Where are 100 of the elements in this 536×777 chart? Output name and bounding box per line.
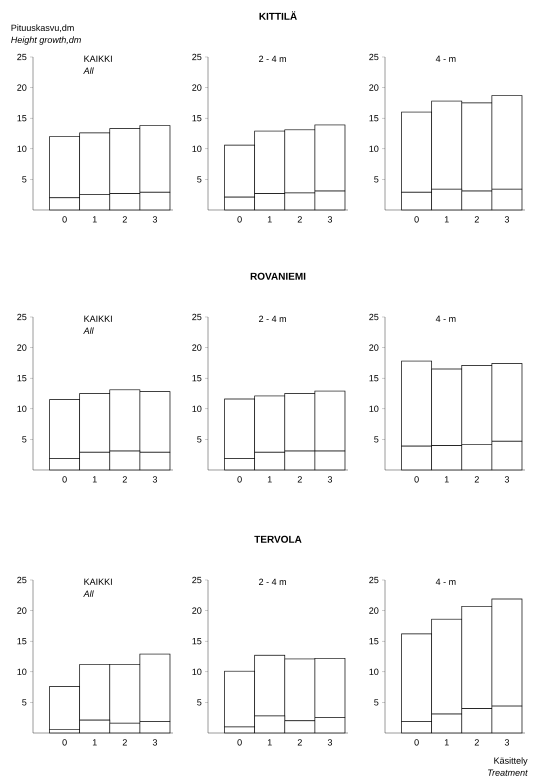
- annotation: KAIKKI: [84, 316, 112, 322]
- y-tick-label: 20: [192, 607, 202, 614]
- x-tick-label: 2: [122, 216, 127, 222]
- chart-title: ROVANIEMI: [250, 272, 306, 280]
- x-axis-title: Käsittely: [494, 757, 528, 766]
- y-tick-label: 15: [192, 375, 202, 382]
- text: Height growth,dm: [11, 36, 81, 45]
- y-tick-label: 5: [374, 436, 378, 443]
- annotation: 2 - 4 m: [259, 56, 286, 62]
- annotation: All: [83, 327, 94, 334]
- annotation: 2 - 4 m: [259, 578, 286, 585]
- x-tick-label: 2: [122, 476, 127, 482]
- x-tick-label: 2: [298, 476, 302, 482]
- y-tick-label: 10: [17, 406, 26, 412]
- y-tick-label: 10: [369, 146, 378, 152]
- y-tick-label: 10: [17, 146, 26, 152]
- y-tick-label: 5: [22, 176, 26, 183]
- y-tick-label: 20: [369, 84, 378, 91]
- y-tick-label: 20: [192, 344, 202, 351]
- y-tick-label: 15: [369, 115, 378, 122]
- y-tick-label: 15: [369, 638, 378, 644]
- y-tick-label: 15: [192, 638, 202, 644]
- y-tick-label: 20: [369, 344, 378, 351]
- y-tick-label: 10: [17, 668, 26, 675]
- y-tick-label: 15: [17, 638, 26, 644]
- y-tick-label: 20: [17, 84, 26, 91]
- x-tick-label: 1: [444, 216, 449, 222]
- chart-title: KITTILÄ: [260, 11, 297, 20]
- y-tick-label: 15: [17, 115, 26, 122]
- annotation: All: [83, 590, 94, 597]
- annotation: 4 - m: [436, 56, 456, 62]
- x-tick-label: 3: [328, 739, 332, 746]
- y-tick-label: 25: [192, 314, 202, 320]
- x-tick-label: 3: [328, 476, 332, 483]
- x-tick-label: 0: [62, 476, 67, 483]
- annotation: All: [83, 67, 94, 74]
- annotation: 2 - 4 m: [259, 316, 286, 322]
- y-tick-label: 20: [17, 344, 26, 351]
- x-tick-label: 1: [444, 476, 449, 482]
- x-tick-label: 2: [474, 739, 479, 746]
- y-axis-title: Pituuskasvu,dm: [12, 24, 74, 32]
- y-tick-label: 25: [17, 314, 26, 320]
- y-tick-label: 25: [369, 314, 378, 320]
- x-tick-label: 3: [152, 216, 158, 223]
- chart-title: TERVOLA: [254, 536, 302, 543]
- y-tick-label: 5: [374, 699, 378, 706]
- y-tick-label: 20: [17, 607, 26, 614]
- x-tick-label: 0: [237, 476, 242, 483]
- annotation: KAIKKI: [84, 578, 112, 585]
- x-tick-label: 2: [474, 476, 479, 482]
- y-tick-label: 25: [17, 576, 26, 584]
- x-tick-label: 2: [122, 739, 127, 746]
- x-tick-label: 1: [92, 216, 97, 222]
- x-tick-label: 1: [268, 739, 272, 746]
- y-tick-label: 5: [197, 436, 202, 443]
- y-tick-label: 5: [374, 176, 378, 183]
- x-tick-label: 0: [62, 216, 67, 223]
- y-tick-label: 10: [192, 146, 202, 152]
- x-tick-label: 2: [298, 739, 302, 746]
- x-tick-label: 3: [152, 476, 158, 483]
- y-tick-label: 5: [22, 699, 26, 706]
- x-tick-label: 0: [414, 739, 419, 746]
- y-tick-label: 15: [17, 375, 26, 382]
- y-tick-label: 25: [369, 576, 378, 584]
- y-tick-label: 10: [369, 406, 378, 412]
- x-tick-label: 1: [92, 476, 97, 482]
- y-tick-label: 20: [192, 84, 202, 91]
- y-tick-label: 10: [192, 406, 202, 412]
- x-tick-label: 3: [504, 216, 510, 223]
- x-tick-label: 1: [92, 739, 97, 746]
- x-tick-label: 0: [237, 216, 242, 223]
- x-tick-label: 0: [237, 739, 242, 746]
- y-tick-label: 10: [369, 668, 378, 675]
- y-tick-label: 15: [369, 375, 378, 382]
- x-tick-label: 3: [504, 739, 510, 746]
- x-tick-label: 2: [474, 216, 479, 222]
- annotation: KAIKKI: [84, 56, 112, 62]
- y-tick-label: 20: [369, 607, 378, 614]
- y-tick-label: 25: [192, 576, 202, 584]
- y-tick-label: 5: [197, 176, 202, 183]
- y-tick-label: 10: [192, 668, 202, 675]
- y-tick-label: 25: [369, 54, 378, 60]
- x-tick-label: 1: [444, 739, 449, 746]
- x-tick-label: 3: [152, 739, 158, 746]
- y-tick-label: 15: [192, 115, 202, 122]
- text: Treatment: [488, 770, 528, 776]
- y-tick-label: 5: [197, 699, 202, 706]
- x-tick-label: 3: [504, 476, 510, 483]
- annotation: 4 - m: [436, 578, 456, 585]
- x-tick-label: 1: [268, 216, 272, 222]
- x-tick-label: 0: [414, 476, 419, 483]
- y-tick-label: 25: [17, 54, 26, 60]
- x-tick-label: 3: [328, 216, 332, 223]
- x-tick-label: 0: [62, 739, 67, 746]
- y-tick-label: 5: [22, 436, 26, 443]
- y-tick-label: 25: [192, 54, 202, 60]
- x-tick-label: 1: [268, 476, 272, 482]
- annotation: 4 - m: [436, 316, 456, 322]
- x-tick-label: 2: [298, 216, 302, 222]
- x-tick-label: 0: [414, 216, 419, 223]
